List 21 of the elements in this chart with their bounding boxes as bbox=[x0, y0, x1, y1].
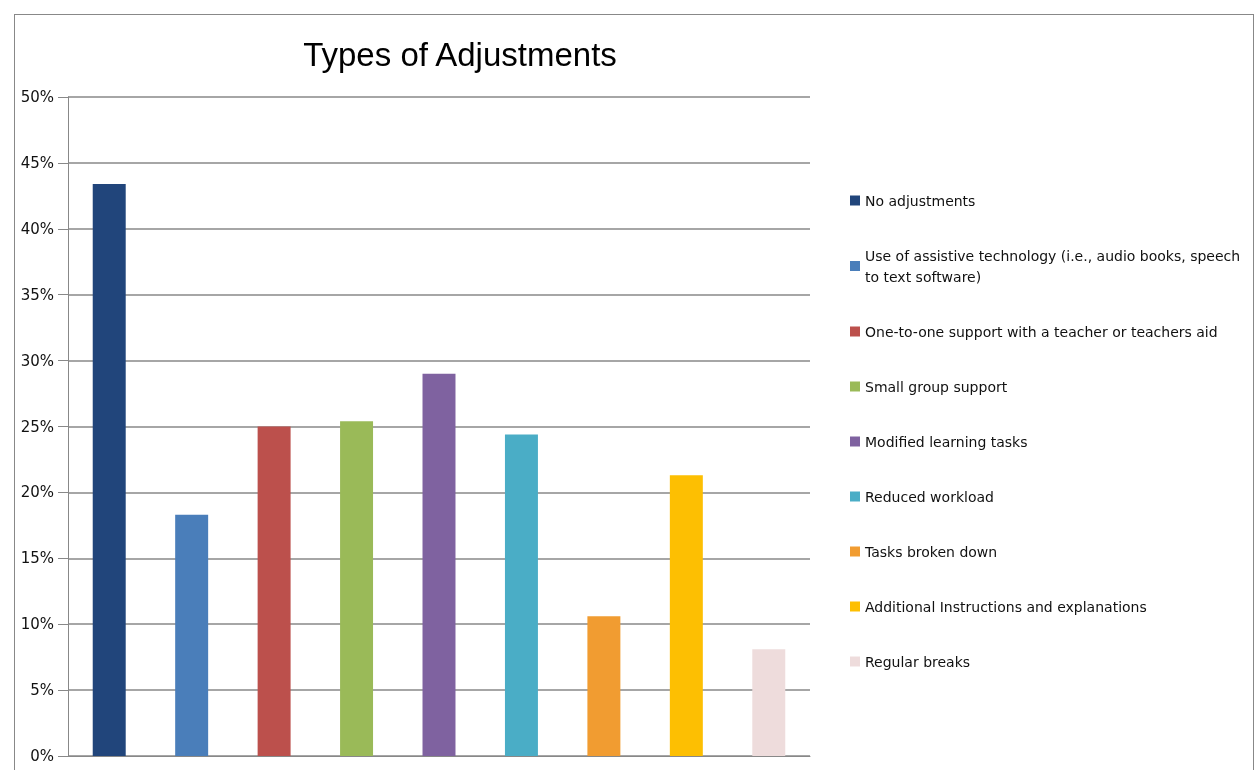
y-tick-label: 25% bbox=[20, 417, 54, 436]
legend-label: Tasks broken down bbox=[864, 543, 998, 560]
y-tick-label: 0% bbox=[30, 747, 54, 765]
chart-title: Types of Adjustments bbox=[303, 36, 617, 73]
legend-label: One-to-one support with a teacher or teachers aid bbox=[865, 323, 1218, 340]
y-tick-label: 35% bbox=[20, 285, 54, 304]
legend-label: Modified learning tasks bbox=[865, 433, 1028, 450]
legend-label: Small group support bbox=[865, 378, 1008, 395]
legend-label: Regular breaks bbox=[865, 653, 971, 670]
legend-label: Use of assistive technology (i.e., audio books, speech to text software) bbox=[865, 247, 1245, 285]
legend-label: No adjustments bbox=[865, 192, 976, 209]
y-tick-label: 5% bbox=[30, 681, 54, 700]
y-tick-label: 45% bbox=[20, 153, 54, 172]
y-tick-label: 50% bbox=[20, 88, 54, 106]
legend-label: Additional Instructions and explanations bbox=[865, 598, 1147, 615]
y-tick-label: 30% bbox=[20, 351, 54, 370]
legend-label: Reduced workload bbox=[865, 488, 994, 505]
y-tick-label: 40% bbox=[20, 219, 54, 238]
y-tick-label: 10% bbox=[20, 615, 54, 634]
y-tick-label: 15% bbox=[20, 549, 54, 568]
y-tick-label: 20% bbox=[20, 483, 54, 502]
